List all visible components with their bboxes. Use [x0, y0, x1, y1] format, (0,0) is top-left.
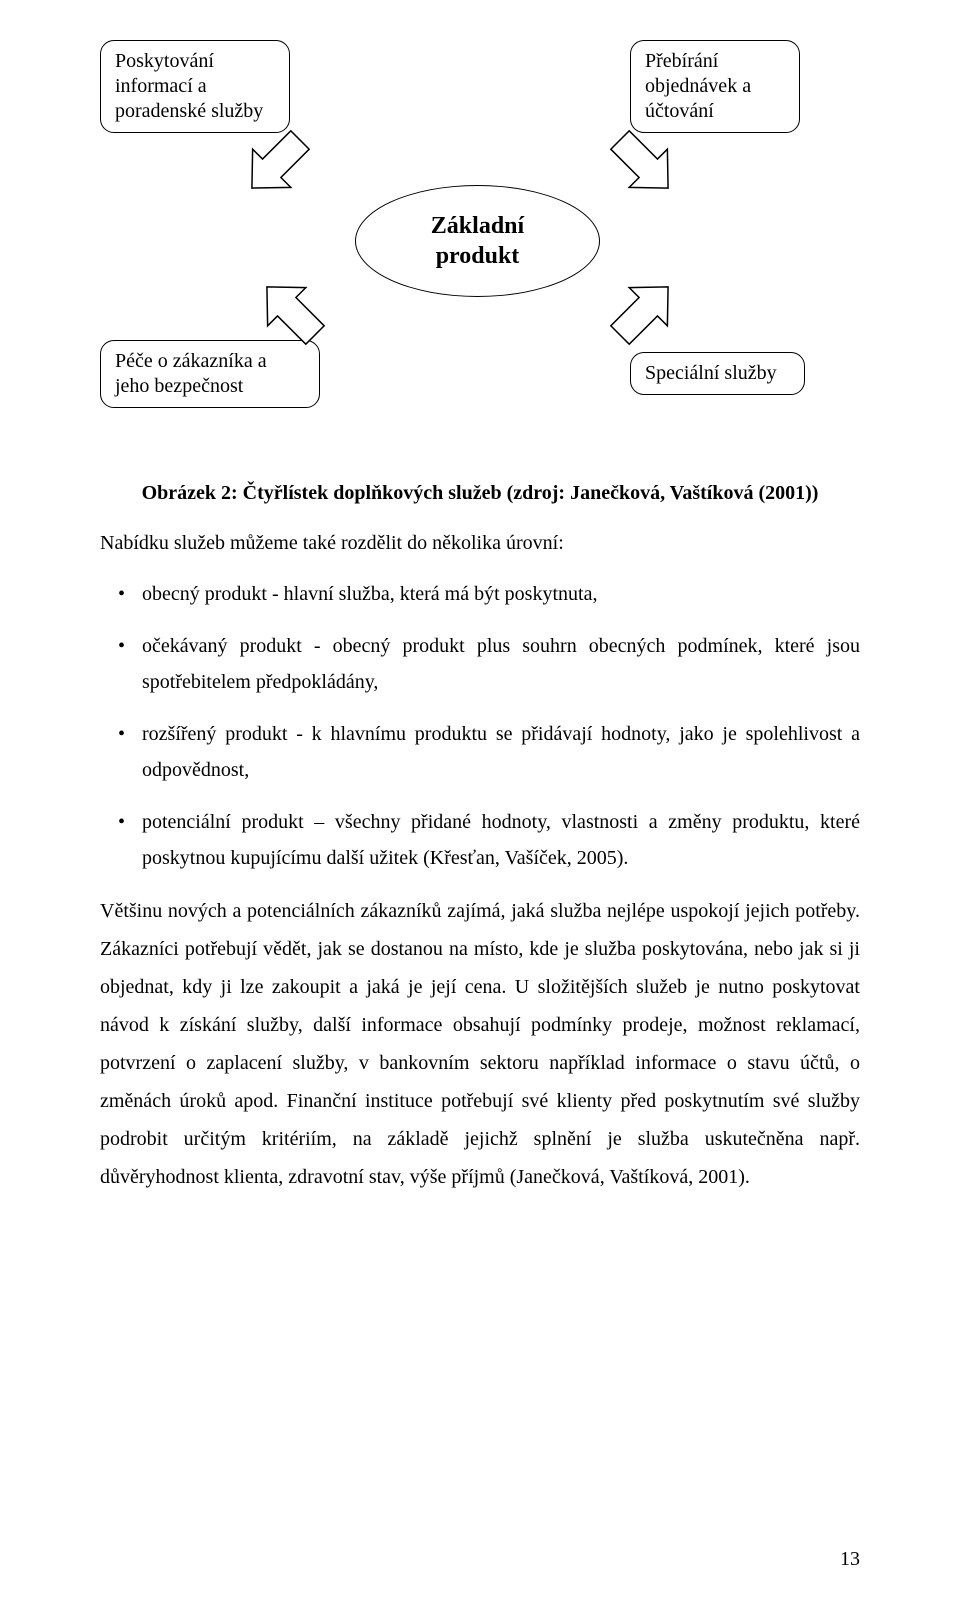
list-item: potenciální produkt – všechny přidané ho… [142, 804, 860, 876]
arrow-bottom-left [235, 255, 395, 415]
body-paragraph: Většinu nových a potenciálních zákazníků… [100, 892, 860, 1196]
bullet-list: obecný produkt - hlavní služba, která má… [100, 576, 860, 876]
page-number: 13 [840, 1544, 860, 1574]
arrow-bottom-right [540, 255, 700, 415]
arrow-top-right [540, 60, 700, 220]
diagram-container: Poskytováníinformací aporadenské služby … [100, 40, 860, 460]
list-item: očekávaný produkt - obecný produkt plus … [142, 628, 860, 700]
list-item: rozšířený produkt - k hlavnímu produktu … [142, 716, 860, 788]
arrow-top-left [220, 60, 380, 220]
intro-paragraph: Nabídku služeb můžeme také rozdělit do n… [100, 524, 860, 562]
list-item: obecný produkt - hlavní služba, která má… [142, 576, 860, 612]
figure-caption: Obrázek 2: Čtyřlístek doplňkových služeb… [100, 478, 860, 508]
center-ellipse-label: Základníprodukt [431, 211, 524, 271]
